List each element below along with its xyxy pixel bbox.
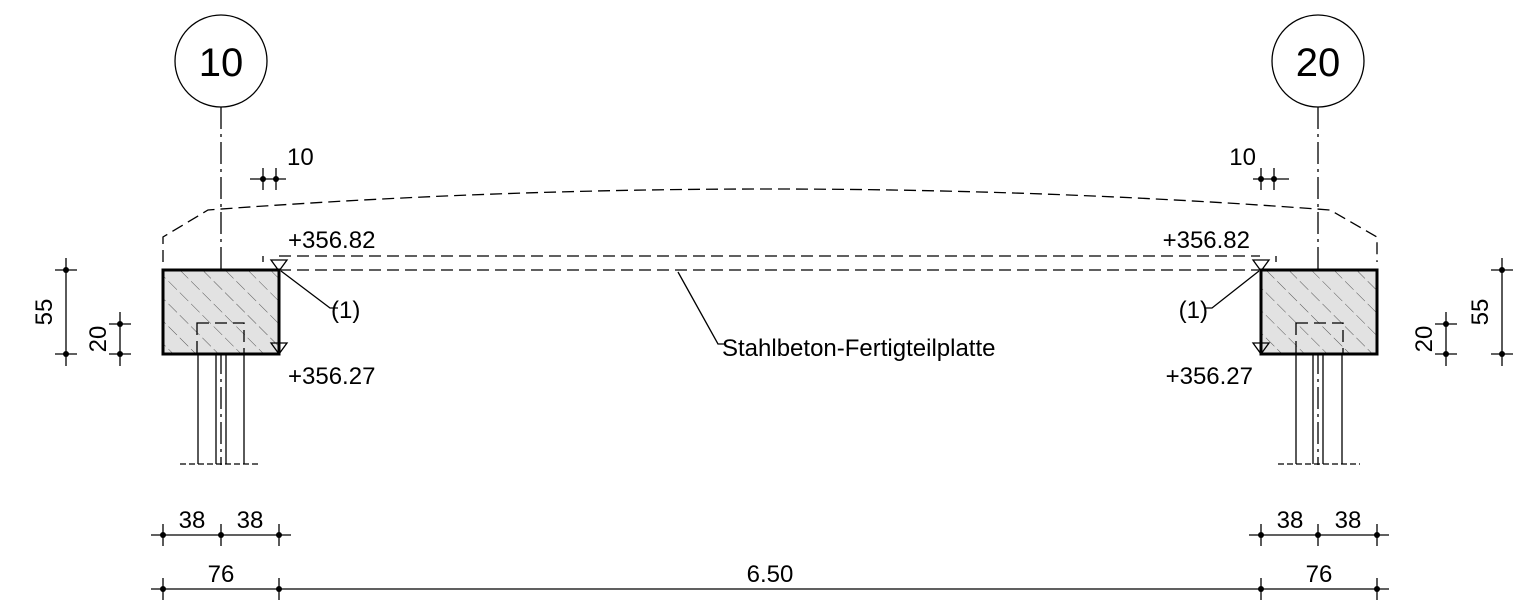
axis-marker-20: 20 bbox=[1271, 14, 1365, 108]
ref-label-right: (1) bbox=[1179, 297, 1208, 324]
column-left bbox=[180, 354, 260, 465]
dim-height-left-label: 55 bbox=[31, 299, 58, 326]
dim-offset-left-label: 10 bbox=[287, 144, 314, 171]
elevation-bottom-left: +356.27 bbox=[288, 363, 375, 390]
dimension-halves-right: 38 38 bbox=[1249, 507, 1389, 546]
dim-span: 6.50 bbox=[747, 561, 794, 588]
beam-left bbox=[161, 268, 281, 356]
dimension-overall: 76 6.50 76 bbox=[151, 561, 1389, 600]
elevation-marker-bottom-left: +356.27 bbox=[269, 342, 375, 390]
dim-half-left-b: 38 bbox=[237, 507, 264, 534]
elevation-bottom-right: +356.27 bbox=[1166, 363, 1253, 390]
axis-label-10: 10 bbox=[199, 41, 244, 85]
dim-slab-left-label: 20 bbox=[85, 326, 112, 353]
leader-ref-left bbox=[280, 270, 338, 309]
dimension-offset-left: 10 bbox=[250, 144, 314, 190]
dimension-height-left: 55 bbox=[31, 258, 77, 366]
elevation-marker-bottom-right: +356.27 bbox=[1166, 342, 1271, 390]
dim-slab-right-label: 20 bbox=[1411, 326, 1438, 353]
dim-half-right-b: 38 bbox=[1335, 507, 1362, 534]
dim-half-left-a: 38 bbox=[179, 507, 206, 534]
dimension-halves-left: 38 38 bbox=[151, 507, 291, 546]
dim-height-right-label: 55 bbox=[1467, 299, 1494, 326]
axis-marker-10: 10 bbox=[174, 14, 268, 108]
dimension-slab-right: 20 bbox=[1411, 312, 1457, 366]
dimension-offset-right: 10 bbox=[1229, 144, 1289, 190]
column-right bbox=[1278, 354, 1360, 465]
dim-offset-right-label: 10 bbox=[1229, 144, 1256, 171]
leader-slab bbox=[677, 271, 724, 345]
upper-outline bbox=[162, 188, 1378, 262]
slab-label: Stahlbeton-Fertigteilplatte bbox=[722, 335, 996, 362]
leader-ref-right bbox=[1205, 270, 1260, 309]
dimension-height-right: 55 bbox=[1467, 258, 1513, 366]
elevation-top-left: +356.82 bbox=[288, 227, 375, 254]
dimension-slab-left: 20 bbox=[85, 312, 131, 366]
ref-label-left: (1) bbox=[331, 297, 360, 324]
elevation-top-right: +356.82 bbox=[1163, 227, 1250, 254]
axis-label-20: 20 bbox=[1296, 41, 1341, 85]
dim-width-left: 76 bbox=[208, 561, 235, 588]
precast-slab bbox=[262, 255, 1277, 271]
elevation-marker-top-left: +356.82 bbox=[269, 227, 375, 273]
beam-right bbox=[1259, 268, 1379, 356]
dim-half-right-a: 38 bbox=[1277, 507, 1304, 534]
dim-width-right: 76 bbox=[1306, 561, 1333, 588]
elevation-marker-top-right: +356.82 bbox=[1163, 227, 1271, 273]
